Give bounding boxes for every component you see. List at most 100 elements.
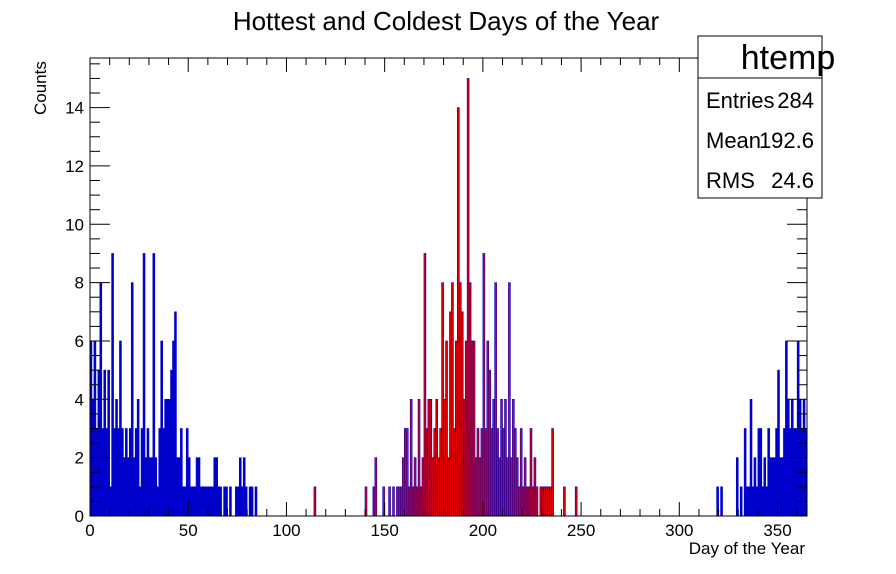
x-tick-label: 300 [665,521,693,540]
x-tick-label: 350 [763,521,791,540]
x-tick-label: 0 [85,521,94,540]
stats-title: htemp [741,39,836,77]
histogram-bar [490,428,493,517]
x-tick-label: 100 [272,521,300,540]
histogram-bar [720,486,723,517]
histogram-bar [794,428,798,517]
x-tick-label: 250 [567,521,595,540]
histogram-bar [392,486,395,517]
histogram-bar [462,399,466,517]
histogram-bar [211,486,215,517]
histogram-bar [445,340,448,517]
histogram-bar [130,282,134,517]
histogram-bar [140,428,144,517]
histogram-bar [759,428,763,517]
x-axis-label: Day of the Year [689,539,806,558]
stats-entries-label: Entries [706,88,774,113]
histogram-bar [235,486,238,517]
stats-mean-label: Mean [706,128,761,153]
x-axis: 0 50 100 150 200 250 300 350 [85,58,798,540]
histogram-bar [435,399,438,517]
histogram-bar [574,486,578,517]
histogram-bar [472,340,476,517]
histogram-bar [193,486,197,517]
y-tick-label: 14 [65,99,84,118]
histogram-bar [771,457,774,517]
histogram-bar [229,486,232,517]
histogram-bar [515,457,519,517]
histogram-bar [403,428,407,517]
plot-frame [89,57,808,517]
histogram-bar [162,428,165,517]
histogram-bar [453,428,456,517]
histogram-bar [781,457,784,517]
y-tick-label: 6 [75,332,84,351]
stats-box: htemp Entries 284 Mean 192.6 RMS 24.6 [697,35,836,199]
histogram-bar [254,486,258,517]
histogram-bar [144,457,148,517]
histogram-bar [508,282,511,517]
histogram-bar [753,457,757,517]
histogram-bar [749,399,753,517]
histogram-bar [777,369,780,517]
chart-title: Hottest and Coldest Days of the Year [233,6,660,36]
histogram-bar [785,340,788,517]
histogram-bar [172,340,175,517]
histogram-bar [396,486,399,517]
histogram-bar [154,457,158,517]
histogram-bar [197,457,201,517]
histogram-bar [427,399,431,517]
stats-rms-label: RMS [706,168,755,193]
histogram-bar [158,428,162,517]
stats-rms-value: 24.6 [771,168,814,193]
histogram-bar [242,457,246,517]
histogram-bar [103,369,107,517]
histogram-bar [417,399,421,517]
histogram-bar [166,399,169,517]
histogram-bar [176,457,179,517]
histogram-bar [529,428,533,517]
histogram-bar [409,399,413,517]
histogram-bar [117,428,120,517]
histogram-bar [441,282,444,517]
histogram-bar [449,311,452,517]
histogram-bar [476,428,480,517]
histogram-bar [374,457,378,517]
histogram-bar [547,486,550,517]
stats-mean-value: 192.6 [759,128,814,153]
histogram-bar [189,486,193,517]
histogram-bar [767,428,770,517]
histogram-bar [372,486,376,517]
histogram-bar [504,399,507,517]
histogram-bar [127,457,130,517]
histogram-bar [113,428,116,517]
histogram-bar [219,486,222,517]
histogram-bar [735,457,739,517]
histogram-bar [551,428,554,517]
histogram-bar [313,486,317,517]
y-tick-label: 10 [65,215,84,234]
histogram-bar [388,486,391,517]
y-tick-label: 4 [75,390,84,409]
histogram-bar [123,457,126,517]
histogram-bar [180,428,183,517]
histogram-bar [494,282,497,517]
histogram-bar [134,428,138,517]
histogram-bar [512,399,515,517]
histogram-bar [250,486,254,517]
histogram-bar [563,486,566,517]
y-tick-label: 8 [75,274,84,293]
histogram-bar [458,282,462,517]
stats-entries-value: 284 [777,88,814,113]
x-tick-label: 200 [469,521,497,540]
y-axis-label: Counts [31,61,50,115]
histogram-bar [525,486,529,517]
histogram-bar [498,457,501,517]
histogram-bar [431,457,435,517]
histogram-bar [543,486,547,517]
y-tick-label: 2 [75,449,84,468]
y-tick-label: 12 [65,157,84,176]
histogram-bar [466,78,470,517]
y-tick-label: 0 [75,507,84,526]
